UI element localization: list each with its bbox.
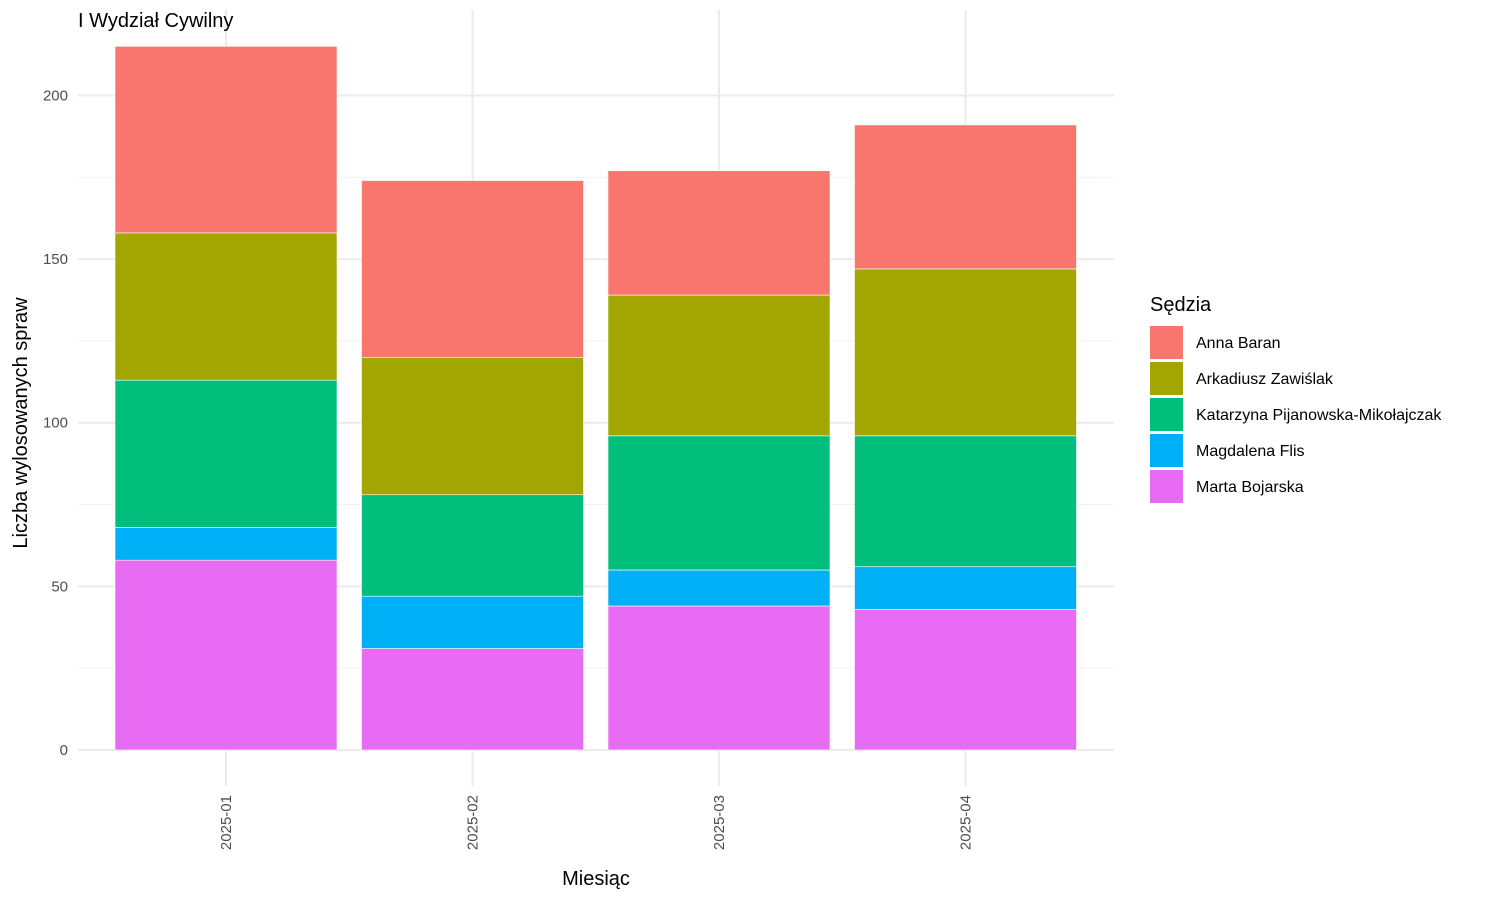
legend-label: Marta Bojarska xyxy=(1196,479,1304,496)
bar-segment xyxy=(854,435,1077,568)
chart-title: I Wydział Cywilny xyxy=(78,10,233,32)
legend-swatch xyxy=(1150,326,1183,359)
y-tick-label: 150 xyxy=(43,251,68,268)
bar-segment xyxy=(854,124,1077,270)
legend-label: Anna Baran xyxy=(1196,335,1281,352)
bars xyxy=(114,46,1077,751)
legend-label: Katarzyna Pijanowska-Mikołajczak xyxy=(1196,407,1442,424)
bar-segment xyxy=(361,595,584,649)
legend-swatch xyxy=(1150,470,1183,503)
x-tick-label: 2025-03 xyxy=(711,795,728,850)
x-tick-label: 2025-02 xyxy=(465,795,482,850)
x-tick-label: 2025-01 xyxy=(218,795,235,850)
bar-segment xyxy=(607,569,831,607)
bar-segment xyxy=(114,46,338,234)
bar-segment xyxy=(854,268,1077,437)
y-axis-ticks: 0 50 100 150 200 xyxy=(43,87,68,759)
bar-segment xyxy=(114,232,338,381)
bar-segment xyxy=(854,566,1077,610)
bar-segment xyxy=(114,559,338,751)
y-tick-label: 0 xyxy=(60,742,68,759)
legend-label: Arkadiusz Zawiślak xyxy=(1196,371,1334,388)
bar-segment xyxy=(361,180,584,358)
y-tick-label: 100 xyxy=(43,415,68,432)
bar-segment xyxy=(361,494,584,597)
y-axis-title: Liczba wylosowanych spraw xyxy=(10,297,32,549)
x-axis-title: Miesiąc xyxy=(562,868,630,890)
bar-segment xyxy=(607,170,831,296)
legend-title: Sędzia xyxy=(1150,294,1212,316)
bar-segment xyxy=(607,294,831,437)
y-tick-label: 50 xyxy=(51,578,68,595)
legend-swatch xyxy=(1150,398,1183,431)
bar-segment xyxy=(114,527,338,561)
legend-label: Magdalena Flis xyxy=(1196,443,1305,460)
bar-segment xyxy=(607,605,831,751)
bar-segment xyxy=(361,356,584,496)
x-axis-ticks: 2025-01 2025-02 2025-03 2025-04 xyxy=(218,795,975,850)
legend-swatch xyxy=(1150,362,1183,395)
bar-segment xyxy=(607,435,831,571)
legend-swatch xyxy=(1150,434,1183,467)
bar-segment xyxy=(854,608,1077,751)
bar-segment xyxy=(361,648,584,751)
legend: Sędzia Anna Baran Arkadiusz Zawiślak Katar… xyxy=(1150,294,1442,503)
y-tick-label: 200 xyxy=(43,87,68,104)
x-tick-label: 2025-04 xyxy=(958,795,975,850)
bar-segment xyxy=(114,379,338,528)
